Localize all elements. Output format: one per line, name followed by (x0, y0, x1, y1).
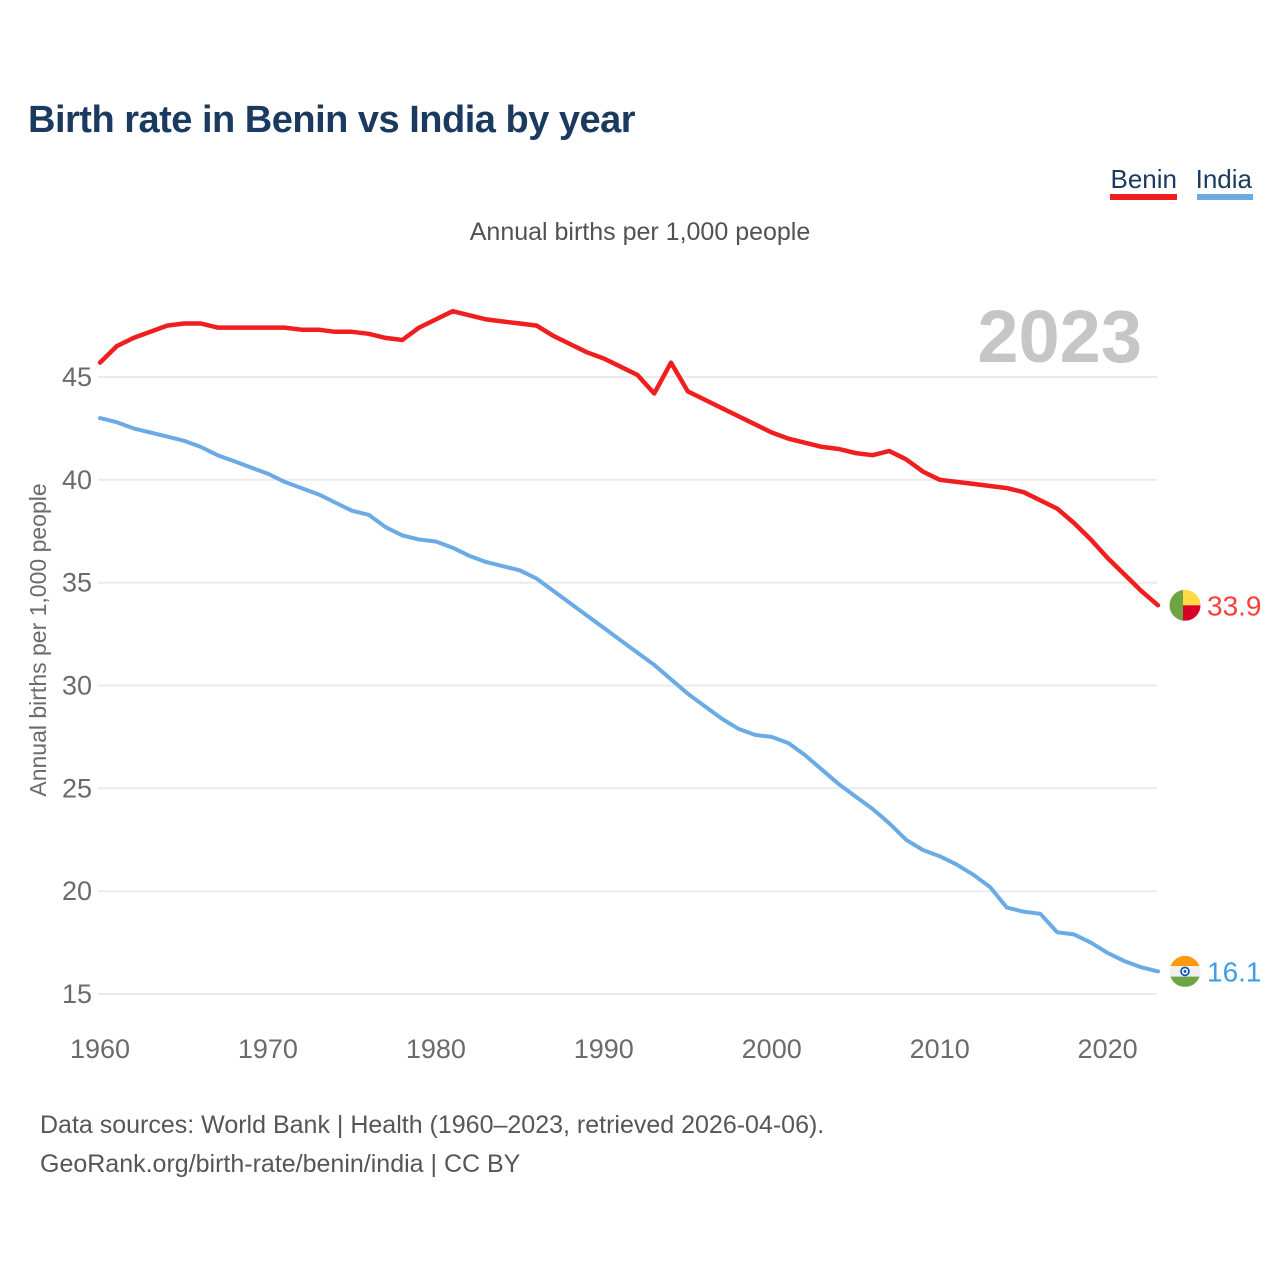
x-axis-tick-labels: 1960 1970 1980 1990 2000 2010 2020 (70, 1034, 1138, 1064)
x-tick-label: 2020 (1078, 1034, 1138, 1064)
x-tick-label: 1980 (406, 1034, 466, 1064)
footer-sources: Data sources: World Bank | Health (1960–… (40, 1111, 824, 1139)
y-tick-label: 40 (62, 465, 92, 495)
page-title: Birth rate in Benin vs India by year (28, 99, 636, 141)
year-watermark: 2023 (977, 295, 1142, 378)
y-tick-label: 30 (62, 671, 92, 701)
footer-attribution[interactable]: GeoRank.org/birth-rate/benin/india | CC … (40, 1150, 521, 1178)
footer: Data sources: World Bank | Health (1960–… (40, 1111, 824, 1178)
legend-swatch-india (1197, 194, 1253, 200)
india-end-value: 16.1 (1207, 956, 1262, 987)
y-tick-label: 45 (62, 362, 92, 392)
legend-item-india[interactable]: India (1196, 164, 1253, 194)
y-tick-label: 15 (62, 979, 92, 1009)
y-tick-label: 25 (62, 773, 92, 803)
benin-series-line[interactable] (97, 308, 1161, 608)
india-series-line[interactable] (98, 416, 1160, 974)
x-tick-label: 1960 (70, 1034, 130, 1064)
x-tick-label: 1990 (574, 1034, 634, 1064)
benin-flag-icon (1169, 589, 1201, 621)
legend-swatch-benin (1110, 194, 1177, 200)
x-tick-label: 1970 (238, 1034, 298, 1064)
y-tick-label: 20 (62, 876, 92, 906)
y-axis-tick-labels: 45 40 35 30 25 20 15 (62, 362, 92, 1009)
y-tick-label: 35 (62, 568, 92, 598)
chart-subtitle: Annual births per 1,000 people (470, 218, 811, 246)
gridlines (98, 376, 1157, 995)
y-axis-title: Annual births per 1,000 people (25, 483, 51, 796)
legend-item-benin[interactable]: Benin (1111, 164, 1178, 194)
x-tick-label: 2000 (742, 1034, 802, 1064)
india-flag-icon (1169, 955, 1201, 987)
x-tick-label: 2010 (910, 1034, 970, 1064)
legend: Benin India (1110, 164, 1253, 200)
benin-end-value: 33.9 (1207, 590, 1262, 621)
